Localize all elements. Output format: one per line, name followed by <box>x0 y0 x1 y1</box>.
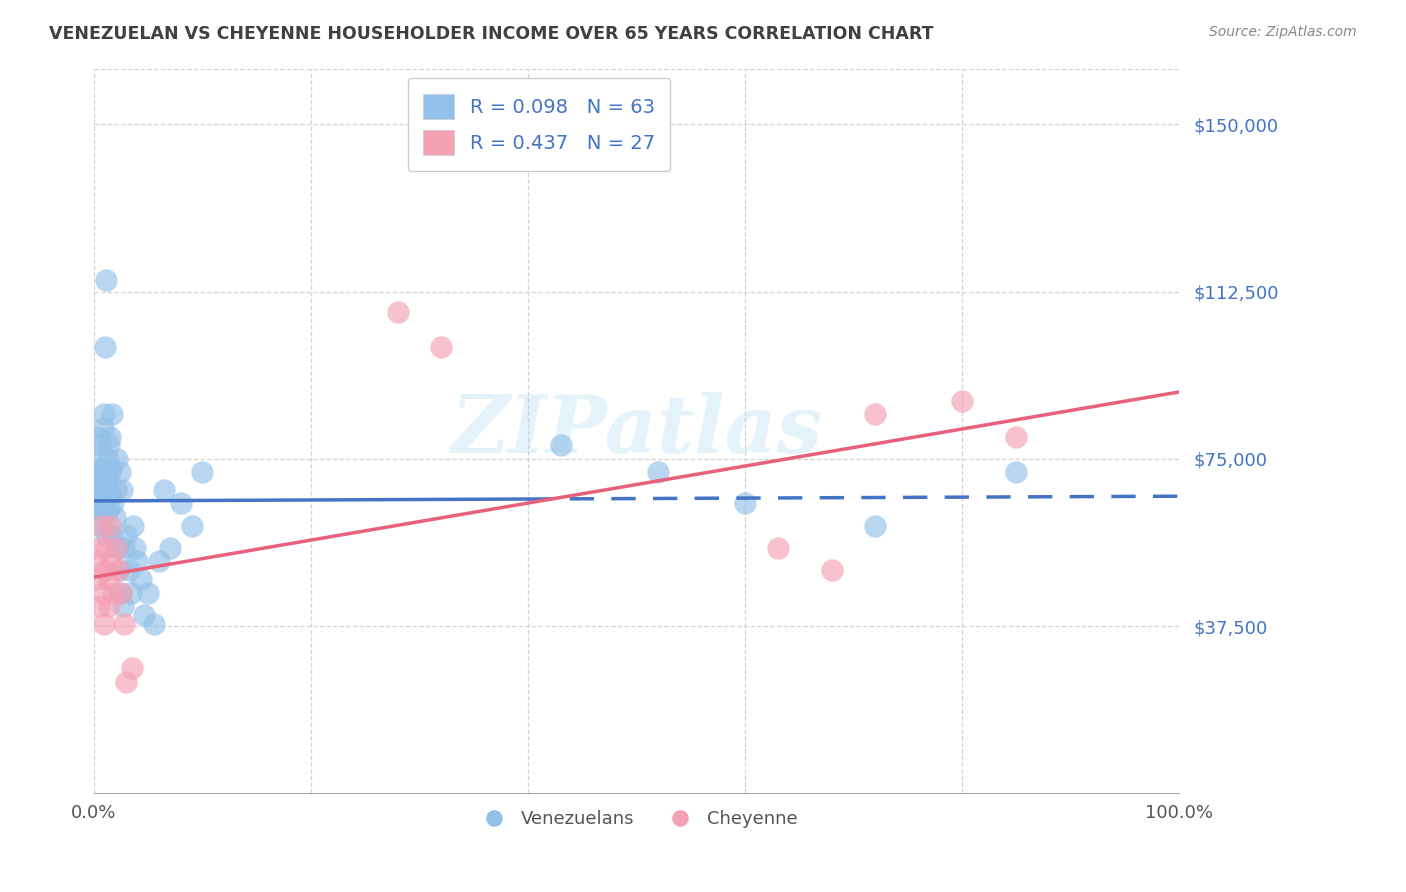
Point <box>191 465 214 479</box>
Point <box>98 500 121 515</box>
Point <box>89 474 111 488</box>
Point <box>87 554 110 568</box>
Point <box>101 527 124 541</box>
Point <box>90 518 112 533</box>
Point <box>647 465 669 479</box>
Point <box>100 487 122 501</box>
Point <box>91 420 114 434</box>
Point <box>91 585 114 599</box>
Point <box>136 585 159 599</box>
Point <box>132 607 155 622</box>
Point <box>107 541 129 555</box>
Point <box>84 496 107 510</box>
Point <box>1005 465 1028 479</box>
Point <box>103 509 125 524</box>
Point <box>105 451 128 466</box>
Point <box>121 661 143 675</box>
Point <box>98 518 121 533</box>
Text: ZIPatlas: ZIPatlas <box>450 392 823 470</box>
Point <box>93 483 115 497</box>
Point <box>94 527 117 541</box>
Point <box>766 541 789 555</box>
Point <box>865 518 887 533</box>
Point <box>101 407 124 421</box>
Point <box>120 585 142 599</box>
Point <box>1005 429 1028 443</box>
Point <box>153 483 176 497</box>
Point <box>950 393 973 408</box>
Point <box>87 465 110 479</box>
Point <box>734 496 756 510</box>
Point <box>111 483 134 497</box>
Point <box>100 460 122 475</box>
Point <box>865 407 887 421</box>
Point <box>108 465 131 479</box>
Point <box>86 572 108 586</box>
Point <box>115 674 138 689</box>
Point <box>89 599 111 613</box>
Point <box>129 572 152 586</box>
Point <box>98 429 121 443</box>
Point <box>104 483 127 497</box>
Point <box>387 304 409 318</box>
Text: Source: ZipAtlas.com: Source: ZipAtlas.com <box>1209 25 1357 39</box>
Point <box>90 460 112 475</box>
Legend: Venezuelans, Cheyenne: Venezuelans, Cheyenne <box>468 803 804 835</box>
Point <box>89 438 111 452</box>
Point <box>96 474 118 488</box>
Point <box>180 518 202 533</box>
Point <box>118 563 141 577</box>
Point <box>89 541 111 555</box>
Point <box>94 541 117 555</box>
Point <box>110 585 132 599</box>
Point <box>124 541 146 555</box>
Point <box>821 563 844 577</box>
Point <box>159 541 181 555</box>
Point <box>103 496 125 510</box>
Point <box>94 340 117 354</box>
Point <box>115 527 138 541</box>
Point <box>97 483 120 497</box>
Point <box>91 505 114 519</box>
Point <box>89 518 111 533</box>
Point <box>550 438 572 452</box>
Point <box>89 500 111 515</box>
Point <box>142 616 165 631</box>
Point <box>430 340 453 354</box>
Point <box>86 483 108 497</box>
Point <box>97 451 120 466</box>
Point <box>98 465 121 479</box>
Point <box>94 465 117 479</box>
Point <box>93 616 115 631</box>
Point <box>93 407 115 421</box>
Point <box>97 572 120 586</box>
Point <box>112 599 135 613</box>
Point <box>98 599 121 613</box>
Point <box>112 541 135 555</box>
Point <box>108 563 131 577</box>
Point <box>86 451 108 466</box>
Point <box>127 554 149 568</box>
Point <box>94 563 117 577</box>
Point <box>148 554 170 568</box>
Point <box>100 554 122 568</box>
Point <box>112 616 135 631</box>
Point <box>107 563 129 577</box>
Point <box>122 518 145 533</box>
Point <box>90 487 112 501</box>
Point <box>96 505 118 519</box>
Point <box>110 585 132 599</box>
Point <box>94 273 117 287</box>
Text: VENEZUELAN VS CHEYENNE HOUSEHOLDER INCOME OVER 65 YEARS CORRELATION CHART: VENEZUELAN VS CHEYENNE HOUSEHOLDER INCOM… <box>49 25 934 43</box>
Point <box>170 496 193 510</box>
Point <box>87 429 110 443</box>
Point <box>98 438 121 452</box>
Point <box>103 585 125 599</box>
Point <box>104 541 127 555</box>
